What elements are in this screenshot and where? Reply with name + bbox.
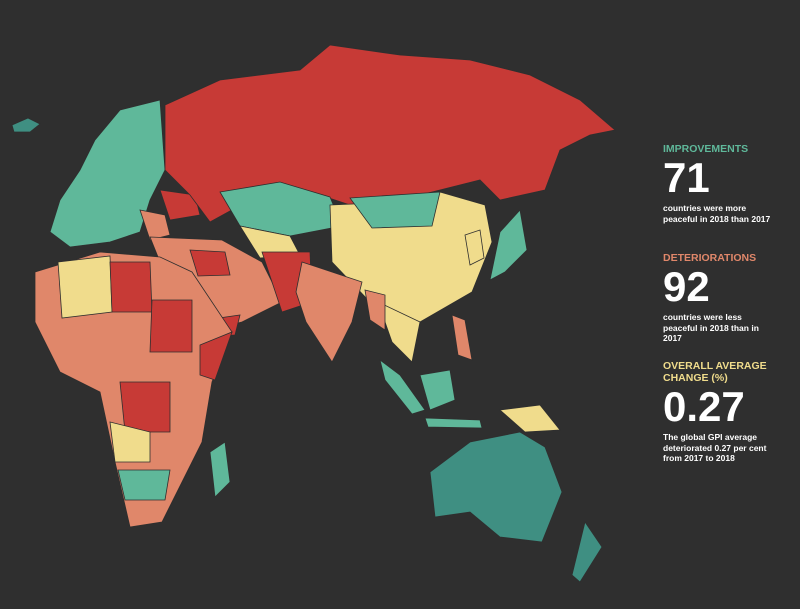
southern-africa [117, 469, 171, 501]
india [295, 261, 363, 363]
mongolia [349, 191, 441, 229]
stat-block: IMPROVEMENTS 71 countries were more peac… [663, 143, 775, 224]
borneo [419, 369, 456, 411]
new-guinea [499, 404, 561, 433]
stat-value: 0.27 [663, 383, 745, 430]
somalia [199, 331, 233, 381]
korea [464, 229, 485, 266]
stat-value: 92 [663, 263, 710, 310]
syria-iraq [189, 249, 231, 277]
congo [119, 381, 171, 433]
stat-heading: IMPROVEMENTS [663, 143, 749, 155]
philippines [451, 314, 473, 361]
ukraine [159, 189, 201, 221]
java [424, 417, 483, 429]
balkans [139, 209, 171, 241]
iceland [11, 117, 41, 133]
europe [49, 99, 166, 248]
libya [109, 261, 153, 313]
myanmar [364, 289, 386, 331]
japan [489, 209, 528, 281]
sumatra [379, 359, 426, 415]
stat-description: countries were more peaceful in 2018 tha… [663, 203, 771, 224]
stat-description: The global GPI average deteriorated 0.27… [663, 432, 767, 463]
stat-block: OVERALL AVERAGE CHANGE (%) 0.27 The glob… [663, 360, 775, 464]
algeria [57, 255, 113, 319]
stat-block: DETERIORATIONS 92 countries were less pe… [663, 252, 775, 344]
stat-value: 71 [663, 154, 710, 201]
southeast-asia [377, 301, 421, 363]
madagascar [209, 441, 231, 498]
stat-heading: OVERALL AVERAGE CHANGE (%) [663, 360, 767, 384]
stat-heading: DETERIORATIONS [663, 252, 757, 264]
angola [109, 421, 151, 463]
sudan [149, 299, 193, 353]
stat-description: countries were less peaceful in 2018 tha… [663, 312, 759, 343]
new-zealand [571, 521, 603, 583]
australia [429, 431, 563, 543]
